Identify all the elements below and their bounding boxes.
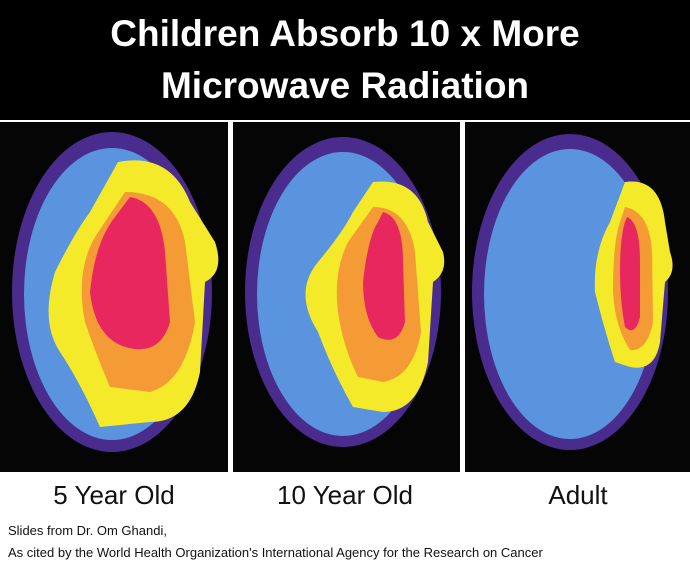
title-bar [0, 0, 690, 120]
absorption-red [620, 217, 640, 331]
scan-panel [233, 122, 460, 472]
panel-label: 5 Year Old [53, 480, 174, 510]
panel-label: 10 Year Old [277, 480, 413, 510]
absorption-red [90, 197, 170, 350]
title-line: Children Absorb 10 x More [110, 13, 579, 54]
scan-panel [0, 122, 228, 472]
title-line: Microwave Radiation [161, 65, 529, 106]
caption-line: Slides from Dr. Om Ghandi, [8, 523, 167, 538]
caption-line: As cited by the World Health Organizatio… [8, 545, 543, 560]
scan-panel [465, 122, 690, 472]
panel-label: Adult [548, 480, 608, 510]
absorption-red [363, 212, 405, 340]
